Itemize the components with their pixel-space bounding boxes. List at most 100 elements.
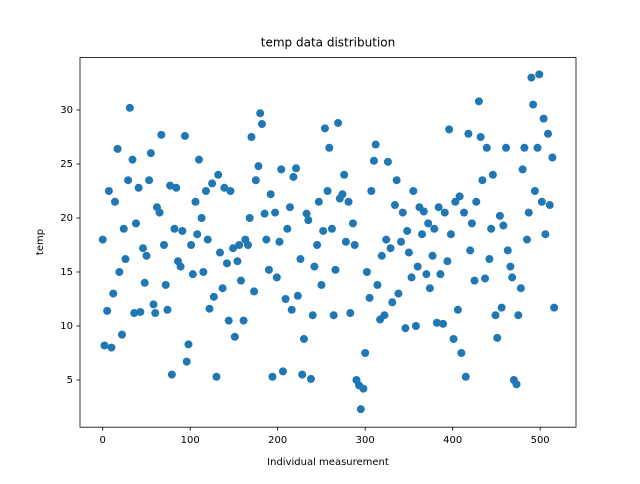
point (485, 255, 494, 264)
point (110, 197, 119, 206)
point (292, 164, 301, 173)
point (550, 303, 559, 312)
point (283, 224, 292, 233)
point (272, 273, 281, 282)
point (201, 186, 210, 195)
point (310, 262, 319, 271)
point (472, 197, 481, 206)
point (488, 170, 497, 179)
point (124, 176, 133, 185)
point (397, 237, 406, 246)
point (377, 251, 386, 260)
point (140, 278, 149, 287)
point (487, 224, 496, 233)
point (188, 270, 197, 279)
point (220, 183, 229, 192)
point (467, 219, 476, 228)
y-tick-label: 30 (60, 105, 73, 116)
point (350, 240, 359, 249)
point (344, 197, 353, 206)
point (146, 149, 155, 158)
point (191, 197, 200, 206)
point (170, 224, 179, 233)
point (407, 273, 416, 282)
point (430, 224, 439, 233)
point (226, 186, 235, 195)
point (512, 380, 521, 389)
point (439, 319, 448, 328)
point (285, 203, 294, 212)
point (304, 216, 313, 225)
point (298, 370, 307, 379)
point (115, 267, 124, 276)
point (289, 172, 298, 181)
point (373, 280, 382, 289)
y-axis-label: temp (35, 229, 46, 255)
point (369, 156, 378, 165)
point (464, 129, 473, 138)
point (131, 219, 140, 228)
point (262, 235, 271, 244)
point (460, 208, 469, 217)
point (119, 224, 128, 233)
point (103, 306, 112, 315)
point (544, 129, 553, 138)
point (176, 262, 185, 271)
x-tick-label: 500 (531, 435, 550, 446)
point (443, 257, 452, 266)
point (113, 144, 122, 153)
point (482, 143, 491, 152)
point (107, 343, 116, 352)
point (277, 165, 286, 174)
point (461, 372, 470, 381)
point (470, 276, 479, 285)
point (503, 246, 512, 255)
point (478, 176, 487, 185)
point (167, 370, 176, 379)
point (527, 73, 536, 82)
x-tick-label: 0 (100, 435, 106, 446)
point (208, 179, 217, 188)
point (481, 274, 490, 283)
point (319, 226, 328, 235)
point (161, 280, 170, 289)
point (445, 125, 454, 134)
point (340, 170, 349, 179)
point (314, 197, 323, 206)
point (271, 208, 280, 217)
point (302, 209, 311, 218)
point (506, 262, 515, 271)
point (184, 340, 193, 349)
point (134, 183, 143, 192)
x-tick-label: 100 (181, 435, 200, 446)
point (299, 334, 308, 343)
point (539, 114, 548, 123)
point (117, 330, 126, 339)
point (455, 192, 464, 201)
point (136, 307, 145, 316)
point (266, 190, 275, 199)
point (502, 143, 511, 152)
point (104, 186, 113, 195)
point (508, 273, 517, 282)
point (199, 267, 208, 276)
point (545, 201, 554, 210)
x-tick-label: 400 (443, 435, 462, 446)
point (268, 372, 277, 381)
point (457, 348, 466, 357)
point (166, 181, 175, 190)
point (254, 162, 263, 171)
point (380, 311, 389, 320)
point (425, 284, 434, 293)
point (453, 305, 462, 314)
point (128, 155, 137, 164)
x-tick-label: 200 (268, 435, 287, 446)
point (197, 213, 206, 222)
point (275, 237, 284, 246)
point (367, 186, 376, 195)
point (245, 213, 254, 222)
point (390, 201, 399, 210)
point (451, 197, 460, 206)
point (325, 143, 334, 152)
point (209, 292, 218, 301)
